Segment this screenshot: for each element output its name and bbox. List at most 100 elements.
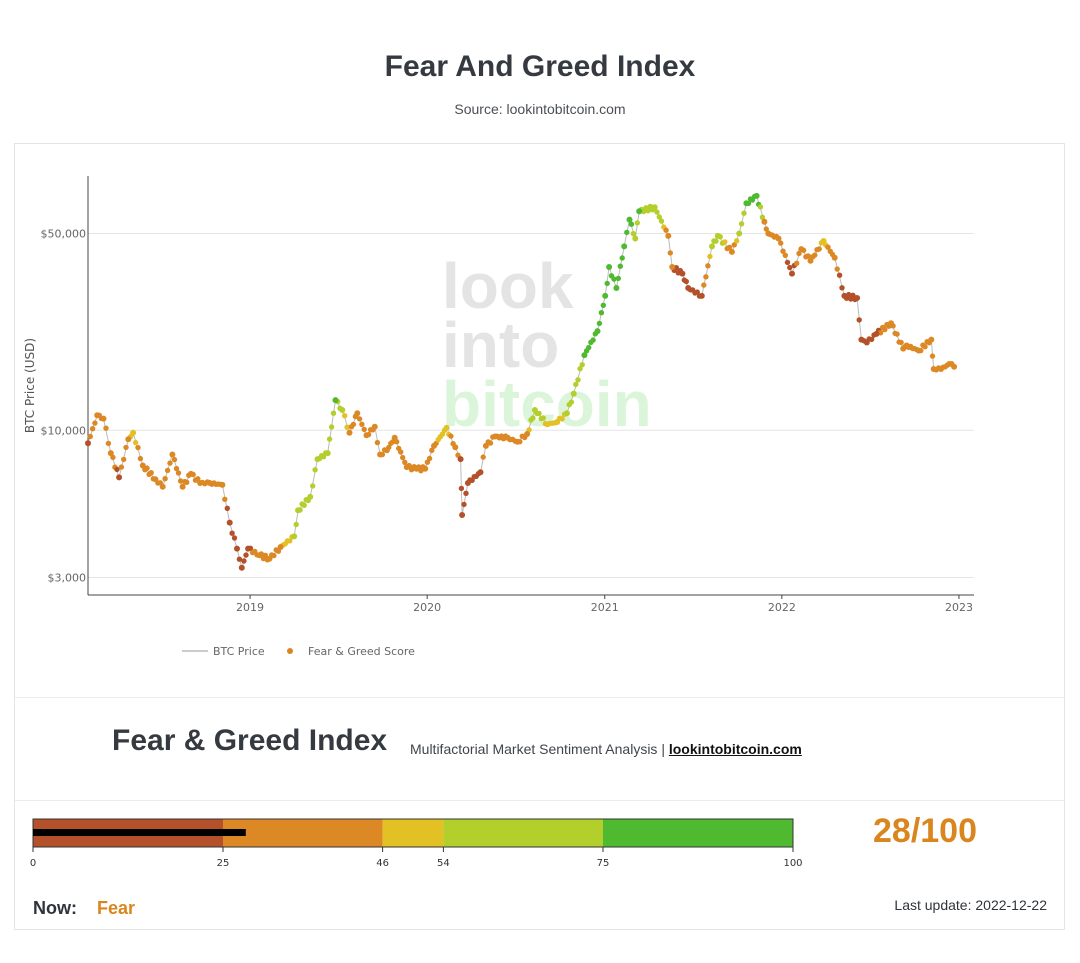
- score-marker: [600, 302, 606, 308]
- score-marker: [630, 231, 637, 237]
- score-point: [219, 481, 226, 488]
- score-point: [346, 429, 353, 436]
- score-marker: [330, 410, 337, 416]
- score-marker: [231, 535, 238, 541]
- score-point: [775, 235, 782, 242]
- score-point: [807, 257, 814, 264]
- score-marker: [271, 552, 277, 559]
- score-marker: [87, 433, 94, 440]
- score-marker: [429, 447, 435, 453]
- score-marker: [458, 485, 465, 492]
- score-marker: [293, 521, 299, 528]
- score-marker: [575, 377, 581, 383]
- divider: [15, 697, 1064, 698]
- score-marker: [359, 421, 365, 427]
- score-point: [531, 407, 538, 413]
- score-point: [753, 192, 760, 199]
- score-point: [363, 432, 370, 439]
- score-point: [524, 431, 531, 437]
- score-point: [452, 444, 459, 451]
- score-point: [116, 474, 123, 481]
- score-marker: [663, 227, 669, 233]
- score-marker: [148, 470, 154, 476]
- score-marker: [734, 238, 740, 244]
- score-marker: [236, 556, 243, 562]
- score-point: [443, 424, 450, 431]
- score-marker: [559, 416, 565, 422]
- score-marker: [628, 221, 635, 227]
- score-marker: [617, 263, 623, 269]
- score-marker: [816, 246, 822, 252]
- score-point: [383, 447, 390, 454]
- score-point: [277, 544, 284, 550]
- x-tick-label: 2019: [236, 601, 264, 614]
- score-point: [245, 545, 252, 552]
- score-marker: [694, 289, 700, 295]
- score-marker: [850, 292, 856, 298]
- score-point: [100, 415, 107, 422]
- score-marker: [103, 425, 109, 431]
- score-marker: [778, 240, 784, 246]
- score-marker: [135, 444, 141, 451]
- score-marker: [611, 276, 617, 282]
- score-point: [457, 456, 464, 463]
- score-marker: [350, 421, 357, 428]
- btc-price-chart[interactable]: lookintobitcoin $50,000 $10,000 $3,000 2019 2…: [14, 143, 1064, 698]
- score-point: [256, 552, 263, 559]
- score-marker: [195, 476, 201, 482]
- score-marker: [114, 466, 120, 473]
- score-point: [238, 564, 245, 571]
- score-point: [422, 465, 429, 472]
- score-point: [332, 397, 339, 404]
- score-marker: [586, 344, 592, 351]
- score-point: [946, 361, 953, 367]
- score-marker: [105, 440, 112, 447]
- score-point: [169, 451, 176, 458]
- score-marker: [898, 339, 904, 346]
- score-marker: [262, 552, 269, 558]
- score-marker: [573, 381, 579, 388]
- score-marker: [705, 263, 711, 269]
- score-marker: [171, 456, 178, 463]
- score-marker: [568, 399, 575, 405]
- score-marker: [301, 502, 307, 508]
- score-marker: [461, 501, 467, 508]
- score-point: [613, 285, 620, 291]
- score-point: [698, 292, 705, 299]
- score-point: [324, 450, 331, 457]
- score-marker: [780, 248, 786, 254]
- score-point: [854, 295, 861, 301]
- score-marker: [726, 244, 733, 250]
- score-marker: [162, 476, 168, 482]
- legend-marker-swatch: [287, 648, 293, 654]
- score-point: [888, 320, 894, 327]
- score-marker: [667, 250, 673, 256]
- score-marker: [312, 467, 318, 473]
- score-point: [206, 480, 213, 486]
- score-marker: [132, 439, 139, 446]
- y-tick-label: $50,000: [41, 227, 87, 240]
- score-marker: [812, 252, 818, 258]
- chart-card: [14, 143, 1065, 930]
- score-point: [765, 230, 772, 237]
- score-point: [709, 243, 715, 250]
- score-point: [234, 545, 240, 552]
- score-point: [606, 264, 613, 270]
- score-marker: [374, 439, 381, 446]
- score-point: [464, 480, 471, 486]
- score-point: [339, 407, 346, 413]
- score-marker: [222, 496, 228, 502]
- x-tick-label: 2022: [768, 601, 796, 614]
- score-marker: [763, 226, 769, 232]
- lookintobitcoin-link[interactable]: lookintobitcoin.com: [668, 741, 802, 757]
- y-tick-label: $3,000: [48, 572, 87, 585]
- score-point: [743, 200, 750, 207]
- score-point: [307, 493, 314, 500]
- y-axis-label: BTC Price (USD): [23, 338, 37, 433]
- score-marker: [683, 278, 689, 285]
- score-point: [679, 270, 686, 277]
- score-marker: [805, 253, 811, 259]
- watermark-text: look: [442, 250, 574, 322]
- score-marker: [634, 220, 640, 226]
- score-marker: [164, 467, 171, 474]
